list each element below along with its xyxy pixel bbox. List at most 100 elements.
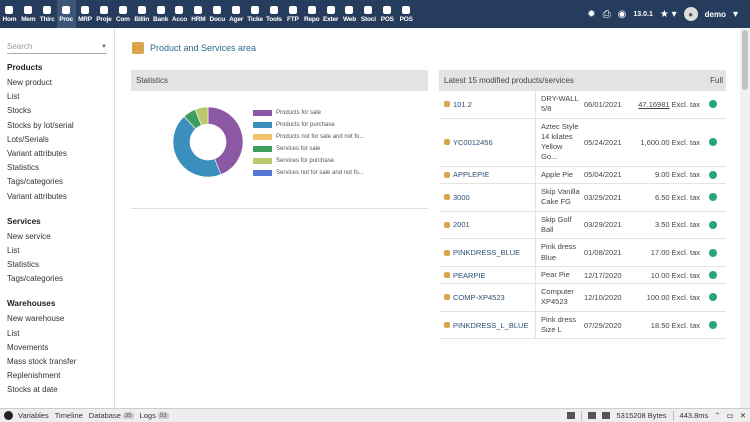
- sidebar-item[interactable]: Statistics: [7, 260, 40, 270]
- database-icon[interactable]: [602, 412, 611, 419]
- status-on-dot[interactable]: [709, 170, 717, 179]
- help-icon[interactable]: ◉: [617, 8, 627, 20]
- topmenu-item[interactable]: Mem: [19, 0, 38, 28]
- sidebar-item[interactable]: Tags/categories: [7, 177, 64, 187]
- sidebar-item[interactable]: Stocks at date: [7, 385, 58, 395]
- topmenu-item[interactable]: Proc: [56, 0, 76, 28]
- topmenu-item[interactable]: MRP: [76, 0, 95, 28]
- user-avatar[interactable]: ●: [683, 7, 698, 21]
- chevron-down-icon[interactable]: ▾: [732, 8, 738, 20]
- status-on-dot[interactable]: [709, 138, 717, 147]
- chevron-down-icon[interactable]: ▼: [101, 43, 107, 50]
- sidebar-item[interactable]: New product: [7, 78, 52, 87]
- sidebar-item[interactable]: List: [7, 245, 20, 255]
- product-ref-cell[interactable]: APPLEPIE: [439, 166, 536, 184]
- sidebar-item[interactable]: Tags/categories: [7, 274, 64, 284]
- topmenu-item[interactable]: Docu: [208, 0, 227, 28]
- sidebar-item[interactable]: Variant attributes: [7, 191, 67, 201]
- mail-icon[interactable]: [567, 412, 576, 419]
- chevron-up-icon[interactable]: ⌃: [714, 411, 721, 420]
- topmenu-item[interactable]: HRM: [189, 0, 208, 28]
- sidebar-item[interactable]: List: [7, 92, 20, 102]
- monitor-icon[interactable]: [588, 412, 597, 419]
- product-ref-cell[interactable]: 101.2: [439, 91, 536, 118]
- debug-tab[interactable]: Logs 53: [140, 411, 169, 420]
- debug-tab[interactable]: Timeline: [55, 411, 83, 420]
- topmenu-item[interactable]: Web: [340, 0, 359, 28]
- product-ref[interactable]: COMP-XP4523: [453, 292, 505, 302]
- status-on-dot[interactable]: [709, 321, 717, 330]
- topmenu-item[interactable]: Exter: [321, 0, 340, 28]
- topmenu-item[interactable]: Thirc: [38, 0, 57, 28]
- sidebar-item[interactable]: Stocks: [7, 106, 32, 116]
- product-ref[interactable]: 2001: [453, 220, 470, 230]
- sidebar-section-title[interactable]: Products: [7, 63, 43, 72]
- bookmark-star-icon[interactable]: ★ ▾: [659, 8, 677, 20]
- sidebar-item[interactable]: Movements: [7, 342, 49, 352]
- topmenu-item[interactable]: Bank: [151, 0, 170, 28]
- product-ref[interactable]: YC0012456: [453, 137, 493, 147]
- product-ref-cell[interactable]: PINKDRESS_BLUE: [439, 239, 536, 266]
- product-ref-cell[interactable]: 2001: [439, 211, 536, 239]
- sidebar-item[interactable]: Variant attributes: [7, 148, 67, 158]
- topmenu-item[interactable]: POS: [397, 0, 416, 28]
- vertical-scrollbar[interactable]: [740, 28, 750, 408]
- product-ref[interactable]: APPLEPIE: [453, 170, 490, 180]
- topmenu-item[interactable]: Billin: [132, 0, 151, 28]
- status-on-dot[interactable]: [709, 220, 717, 229]
- product-ref-cell[interactable]: COMP-XP4523: [439, 284, 536, 311]
- sidebar-item[interactable]: New warehouse: [7, 314, 65, 324]
- sidebar-item[interactable]: Replenishment: [7, 371, 61, 381]
- sidebar-search[interactable]: ▼: [7, 40, 107, 54]
- sidebar-section-title[interactable]: Warehouses: [7, 299, 56, 309]
- donut-slice[interactable]: [172, 116, 222, 178]
- topmenu-item[interactable]: POS: [378, 0, 397, 28]
- search-input[interactable]: [7, 42, 87, 51]
- status-on-dot[interactable]: [709, 293, 717, 302]
- product-ref-cell[interactable]: PINKDRESS_L_BLUE: [439, 311, 536, 339]
- topmenu-item[interactable]: Com: [113, 0, 132, 28]
- status-on-dot[interactable]: [709, 193, 717, 202]
- restore-icon[interactable]: ▭: [726, 411, 734, 420]
- product-ref[interactable]: PINKDRESS_L_BLUE: [453, 320, 529, 330]
- sidebar-item[interactable]: New service: [7, 231, 51, 241]
- full-list-link[interactable]: Full: [710, 76, 723, 85]
- status-on-dot[interactable]: [709, 100, 717, 109]
- product-ref[interactable]: PEARPIE: [453, 270, 486, 280]
- product-ref[interactable]: 3000: [453, 192, 470, 202]
- product-ref-cell[interactable]: YC0012456: [439, 118, 536, 166]
- topmenu-item[interactable]: Ager: [227, 0, 246, 28]
- topmenu-item[interactable]: Tools: [264, 0, 283, 28]
- product-price-cell: 100.00 Excl. tax: [630, 284, 700, 311]
- topmenu-item[interactable]: FTP: [283, 0, 302, 28]
- topmenu-item[interactable]: Hom: [0, 0, 19, 28]
- product-ref[interactable]: PINKDRESS_BLUE: [453, 248, 521, 258]
- topmenu-item[interactable]: Repo: [302, 0, 321, 28]
- debug-tab[interactable]: Variables: [18, 411, 49, 420]
- sidebar-item[interactable]: Stocks by lot/serial: [7, 120, 74, 130]
- print-icon[interactable]: ⎙: [602, 8, 611, 20]
- product-ref-cell[interactable]: PEARPIE: [439, 266, 536, 284]
- close-icon[interactable]: ✕: [739, 411, 746, 420]
- topmenu-item[interactable]: Stoci: [359, 0, 378, 28]
- sidebar-item[interactable]: List: [7, 328, 20, 338]
- sidebar-item[interactable]: Mass stock transfer: [7, 357, 77, 366]
- status-on-dot[interactable]: [709, 248, 717, 257]
- topmenu-item[interactable]: Acco: [170, 0, 189, 28]
- donut-slice[interactable]: [194, 106, 209, 126]
- debug-tab[interactable]: Database 35: [89, 411, 134, 420]
- product-ref[interactable]: 101.2: [453, 99, 472, 109]
- username-label[interactable]: demo: [704, 9, 726, 19]
- donut-slice[interactable]: [207, 106, 244, 175]
- topmenu-item[interactable]: Ticke: [246, 0, 265, 28]
- bug-icon[interactable]: ✹: [587, 8, 596, 20]
- sidebar-item[interactable]: Statistics: [7, 163, 40, 173]
- debugbar-logo-icon[interactable]: [4, 411, 13, 420]
- topmenu-item[interactable]: Proje: [94, 0, 113, 28]
- sidebar-item[interactable]: Lots/Serials: [7, 134, 49, 144]
- status-on-dot[interactable]: [709, 271, 717, 279]
- product-ref-cell[interactable]: 3000: [439, 184, 536, 211]
- product-date: 07/29/2020: [584, 320, 622, 330]
- sidebar-section-title[interactable]: Services: [7, 216, 41, 226]
- scrollbar-thumb[interactable]: [742, 30, 748, 90]
